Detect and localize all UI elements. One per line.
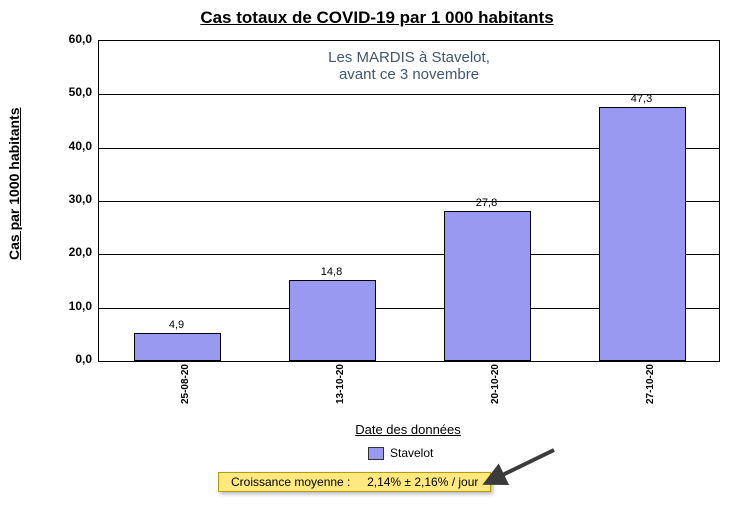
annotation-line1: Les MARDIS à Stavelot, <box>249 49 569 66</box>
y-tick: 30,0 <box>50 192 92 206</box>
y-tick: 0,0 <box>50 352 92 366</box>
chart-title: Cas totaux de COVID-19 par 1 000 habitan… <box>0 8 754 28</box>
bar-value-label: 47,3 <box>589 93 694 105</box>
bar <box>289 280 376 361</box>
bar-value-label: 14,8 <box>279 266 384 278</box>
annotation-line2: avant ce 3 novembre <box>249 66 569 83</box>
x-tick: 13-10-20 <box>335 364 346 410</box>
x-axis-label: Date des données <box>98 422 718 437</box>
legend-swatch <box>368 447 384 460</box>
legend: Stavelot <box>368 446 433 460</box>
y-tick: 20,0 <box>50 245 92 259</box>
y-tick: 50,0 <box>50 85 92 99</box>
growth-box: Croissance moyenne : 2,14% ± 2,16% / jou… <box>218 472 491 492</box>
growth-left-label: Croissance moyenne : <box>231 475 350 489</box>
y-tick: 10,0 <box>50 299 92 313</box>
y-tick: 40,0 <box>50 139 92 153</box>
bar <box>444 211 531 361</box>
chart-container: Cas totaux de COVID-19 par 1 000 habitan… <box>0 0 754 512</box>
plot-area: Les MARDIS à Stavelot, avant ce 3 novemb… <box>98 40 720 362</box>
growth-right-label: 2,14% ± 2,16% / jour <box>367 475 478 489</box>
y-tick: 60,0 <box>50 32 92 46</box>
x-tick: 25-08-20 <box>180 364 191 410</box>
x-tick: 20-10-20 <box>490 364 501 410</box>
legend-label: Stavelot <box>390 446 433 460</box>
bar-value-label: 27,8 <box>434 197 539 209</box>
bar <box>134 333 221 361</box>
bar <box>599 107 686 361</box>
chart-annotation: Les MARDIS à Stavelot, avant ce 3 novemb… <box>249 49 569 83</box>
y-axis-label: Cas par 1000 habitants <box>6 107 22 260</box>
x-tick: 27-10-20 <box>645 364 656 410</box>
bar-value-label: 4,9 <box>124 319 229 331</box>
